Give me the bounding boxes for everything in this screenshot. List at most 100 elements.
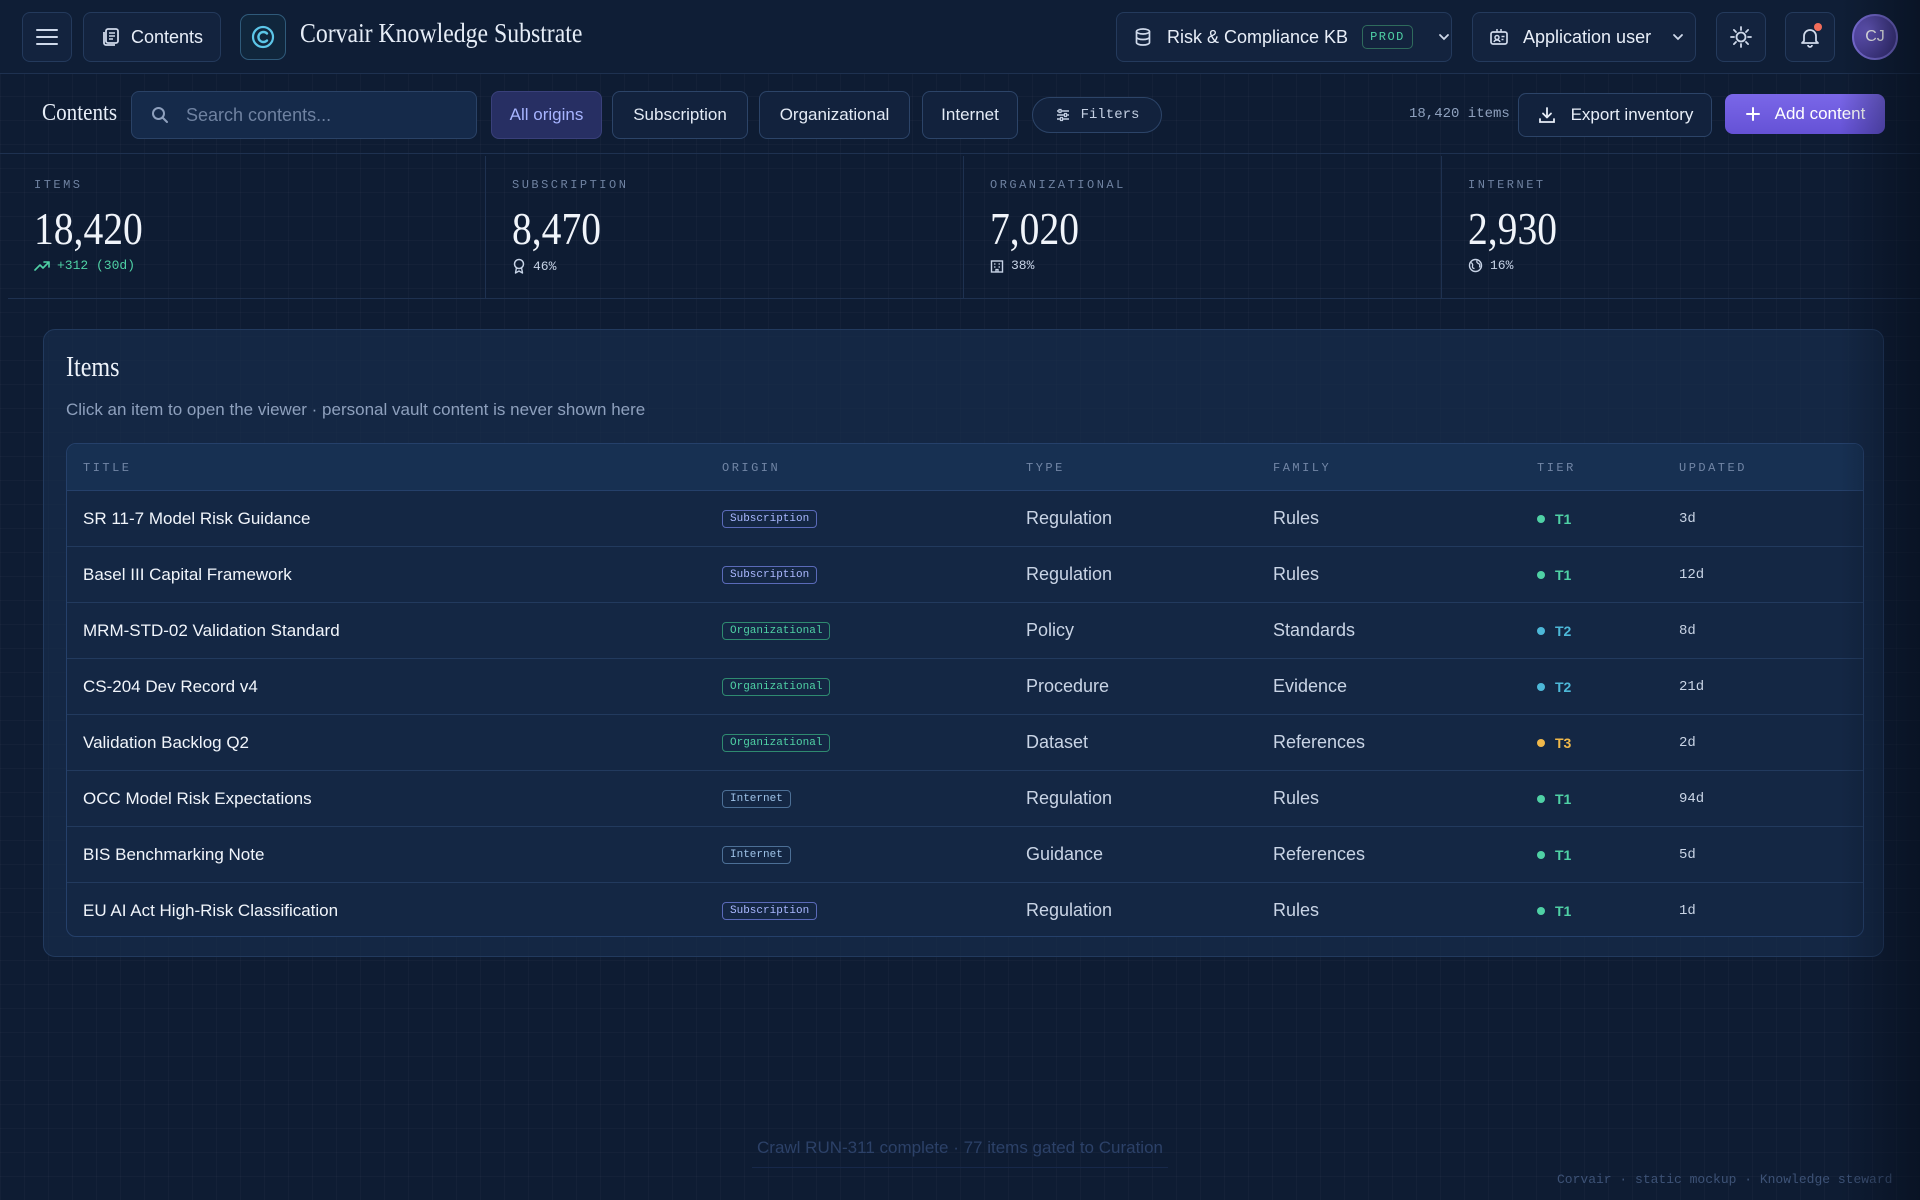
tier-cell: T1	[1537, 771, 1571, 826]
item-title[interactable]: EU AI Act High-Risk Classification	[83, 900, 339, 920]
family-cell: Rules	[1273, 900, 1320, 920]
stat-label: SUBSCRIPTION	[512, 178, 629, 192]
column-header-title[interactable]: TITLE	[83, 461, 132, 475]
type-cell: Dataset	[1026, 732, 1089, 752]
filters-button[interactable]: Filters	[1032, 97, 1162, 133]
chip-all-origins[interactable]: All origins	[491, 91, 602, 139]
item-title[interactable]: SR 11-7 Model Risk Guidance	[83, 508, 311, 528]
brand-logo[interactable]	[240, 14, 286, 60]
sliders-icon	[1056, 108, 1069, 122]
updated-cell: 3d	[1679, 510, 1696, 527]
tier-dot	[1537, 906, 1545, 915]
tier-cell: T1	[1537, 491, 1571, 546]
family-cell: Standards	[1273, 620, 1356, 640]
hamburger-icon	[36, 29, 58, 45]
family-cell: Rules	[1273, 564, 1320, 584]
add-content-button[interactable]: Add content	[1725, 94, 1885, 134]
stat-items: ITEMS 18,420 +312 (30d)	[8, 156, 486, 299]
origin-cell: Organizational	[722, 715, 831, 770]
item-count: 18,420 items	[1409, 106, 1510, 122]
kb-label: Risk & Compliance KB	[1167, 26, 1349, 47]
origin-tag: Subscription	[722, 565, 818, 584]
search-input[interactable]	[186, 104, 446, 126]
item-title[interactable]: Basel III Capital Framework	[83, 564, 292, 584]
stats-strip: ITEMS 18,420 +312 (30d) SUBSCRIPTION 8,4…	[8, 156, 1920, 299]
stat-share-text: 38%	[1011, 258, 1035, 273]
family-cell: Evidence	[1273, 676, 1348, 696]
user-badge-icon	[1490, 29, 1508, 45]
tier-dot	[1537, 850, 1545, 859]
role-label: Application user	[1523, 26, 1652, 47]
origin-cell: Internet	[722, 827, 791, 882]
brand-c-icon	[251, 25, 275, 49]
table-row[interactable]: MRM-STD-02 Validation Standard Organizati…	[67, 603, 1863, 659]
family-cell: References	[1273, 732, 1366, 752]
origin-cell: Subscription	[722, 883, 818, 936]
tier-cell: T1	[1537, 883, 1572, 936]
kb-selector[interactable]: Risk & Compliance KB PROD	[1116, 12, 1452, 62]
table-row[interactable]: Basel III Capital Framework Subscription R…	[67, 547, 1863, 603]
bell-icon	[1801, 29, 1819, 48]
notification-dot	[1814, 23, 1822, 31]
tier-label: T1	[1555, 902, 1572, 919]
column-header-family[interactable]: FAMILY	[1273, 461, 1332, 475]
stat-delta: +312 (30d)	[34, 258, 135, 273]
item-title[interactable]: CS-204 Dev Record v4	[83, 676, 258, 696]
item-title[interactable]: Validation Backlog Q2	[83, 732, 250, 752]
sun-icon	[1730, 26, 1752, 48]
contents-nav-button[interactable]: Contents	[83, 12, 221, 62]
updated-cell: 8d	[1679, 622, 1696, 639]
brand-title: Corvair Knowledge Substrate	[300, 18, 583, 48]
stat-label: INTERNET	[1468, 178, 1546, 192]
column-header-type[interactable]: TYPE	[1026, 461, 1065, 475]
chip-subscription[interactable]: Subscription	[612, 91, 748, 139]
search-icon	[152, 107, 168, 123]
table-row[interactable]: Validation Backlog Q2 Organizational Datas…	[67, 715, 1863, 771]
chip-internet[interactable]: Internet	[922, 91, 1018, 139]
status-toast: Crawl RUN-311 complete · 77 items gated …	[752, 1128, 1168, 1168]
role-selector[interactable]: Application user	[1472, 12, 1696, 62]
item-title[interactable]: MRM-STD-02 Validation Standard	[83, 620, 340, 640]
table-row[interactable]: CS-204 Dev Record v4 Organizational Proced…	[67, 659, 1863, 715]
family-cell: Rules	[1273, 508, 1320, 528]
table-row[interactable]: BIS Benchmarking Note Internet Guidance Ref…	[67, 827, 1863, 883]
tier-cell: T2	[1537, 603, 1571, 658]
stat-share: 38%	[990, 258, 1034, 273]
item-title[interactable]: BIS Benchmarking Note	[83, 844, 265, 864]
menu-button[interactable]	[22, 12, 72, 62]
tier-dot	[1537, 682, 1545, 691]
chip-organizational[interactable]: Organizational	[759, 91, 910, 139]
search-box[interactable]	[131, 91, 477, 139]
updated-cell: 5d	[1679, 846, 1696, 863]
chevron-down-icon	[1438, 34, 1449, 41]
origin-tag: Organizational	[722, 677, 831, 696]
tier-label: T2	[1555, 622, 1572, 639]
column-header-origin[interactable]: ORIGIN	[722, 461, 781, 475]
stat-value: 7,020	[990, 203, 1080, 254]
column-header-tier[interactable]: TIER	[1537, 461, 1576, 475]
tier-dot	[1537, 794, 1545, 803]
table-row[interactable]: SR 11-7 Model Risk Guidance Subscription R…	[67, 491, 1863, 547]
type-cell: Guidance	[1026, 844, 1104, 864]
export-inventory-button[interactable]: Export inventory	[1518, 93, 1712, 137]
tier-dot	[1537, 738, 1545, 747]
family-cell: References	[1273, 844, 1366, 864]
tier-dot	[1537, 570, 1545, 579]
plus-icon	[1745, 107, 1760, 121]
stat-value: 2,930	[1468, 203, 1558, 254]
notifications-button[interactable]	[1785, 12, 1835, 62]
table-row[interactable]: EU AI Act High-Risk Classification Subscr…	[67, 883, 1863, 936]
table-row[interactable]: OCC Model Risk Expectations Internet Regul…	[67, 771, 1863, 827]
document-icon	[103, 28, 119, 46]
avatar[interactable]: CJ	[1852, 14, 1898, 60]
theme-toggle-button[interactable]	[1716, 12, 1766, 62]
item-title[interactable]: OCC Model Risk Expectations	[83, 788, 312, 808]
tier-cell: T1	[1537, 547, 1571, 602]
download-icon	[1538, 107, 1555, 123]
tier-label: T1	[1555, 790, 1572, 807]
top-bar: Contents Corvair Knowledge Substrate Ris…	[0, 0, 1920, 74]
filters-label: Filters	[1080, 107, 1140, 123]
tier-label: T1	[1555, 566, 1572, 583]
table-header: TITLE ORIGIN TYPE FAMILY TIER UPDATED	[67, 444, 1863, 491]
column-header-updated[interactable]: UPDATED	[1679, 461, 1747, 475]
